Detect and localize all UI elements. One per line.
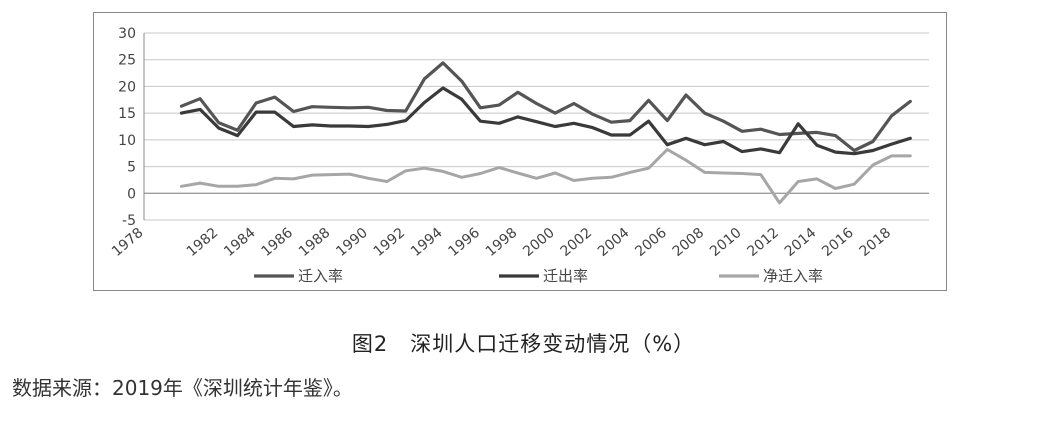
x-tick-label: 1998 <box>483 225 521 260</box>
x-tick-label: 2004 <box>595 225 633 260</box>
x-tick-label: 1982 <box>184 225 222 260</box>
y-tick-label: 20 <box>118 79 136 95</box>
source-note: 数据来源：2019年《深圳统计年鉴》。 <box>12 376 353 400</box>
x-tick-label: 2018 <box>857 225 895 260</box>
x-tick-label: 2014 <box>782 225 820 260</box>
figure-title: 深圳人口迁移变动情况（%） <box>410 332 696 356</box>
y-tick-label: 0 <box>127 186 136 202</box>
series-line-1 <box>179 61 912 153</box>
series-line-3 <box>179 148 912 205</box>
x-tick-label: 1988 <box>296 225 334 260</box>
chart-frame: -5 0 5 10 15 20 25 30 1978 1982 1984 1986 1988 1990 19… <box>93 12 947 291</box>
x-tick-label: 2002 <box>558 225 596 260</box>
x-tick-label: 1978 <box>109 225 147 260</box>
y-tick-label: 10 <box>118 133 136 149</box>
y-tick-label: 15 <box>118 106 136 122</box>
x-tick-label: 1992 <box>371 225 409 260</box>
y-tick-label: 25 <box>118 53 136 69</box>
x-tick-label: 2006 <box>632 225 670 260</box>
x-tick-label: 2000 <box>520 225 558 260</box>
x-tick-label: 2016 <box>819 225 857 260</box>
legend-label-2: 迁出率 <box>543 267 588 285</box>
figure-caption: 图2 深圳人口迁移变动情况（%） <box>0 328 1047 358</box>
x-tick-label: 1986 <box>259 225 297 260</box>
y-tick-label: -5 <box>122 213 136 229</box>
figure-number: 图2 <box>351 332 389 356</box>
x-tick-label: 2010 <box>707 225 745 260</box>
x-tick-label: 2008 <box>670 225 708 260</box>
y-tick-label: 5 <box>127 160 136 176</box>
legend-label-3: 净迁入率 <box>763 267 823 285</box>
y-tick-label: 30 <box>118 26 136 42</box>
x-tick-label: 1990 <box>333 225 371 260</box>
x-tick-label: 1996 <box>445 225 483 260</box>
x-tick-label: 1994 <box>408 225 446 260</box>
legend-label-1: 迁入率 <box>298 267 343 285</box>
x-tick-label: 2012 <box>744 225 782 260</box>
series-line-2 <box>179 86 912 156</box>
x-tick-label: 1984 <box>221 225 259 260</box>
